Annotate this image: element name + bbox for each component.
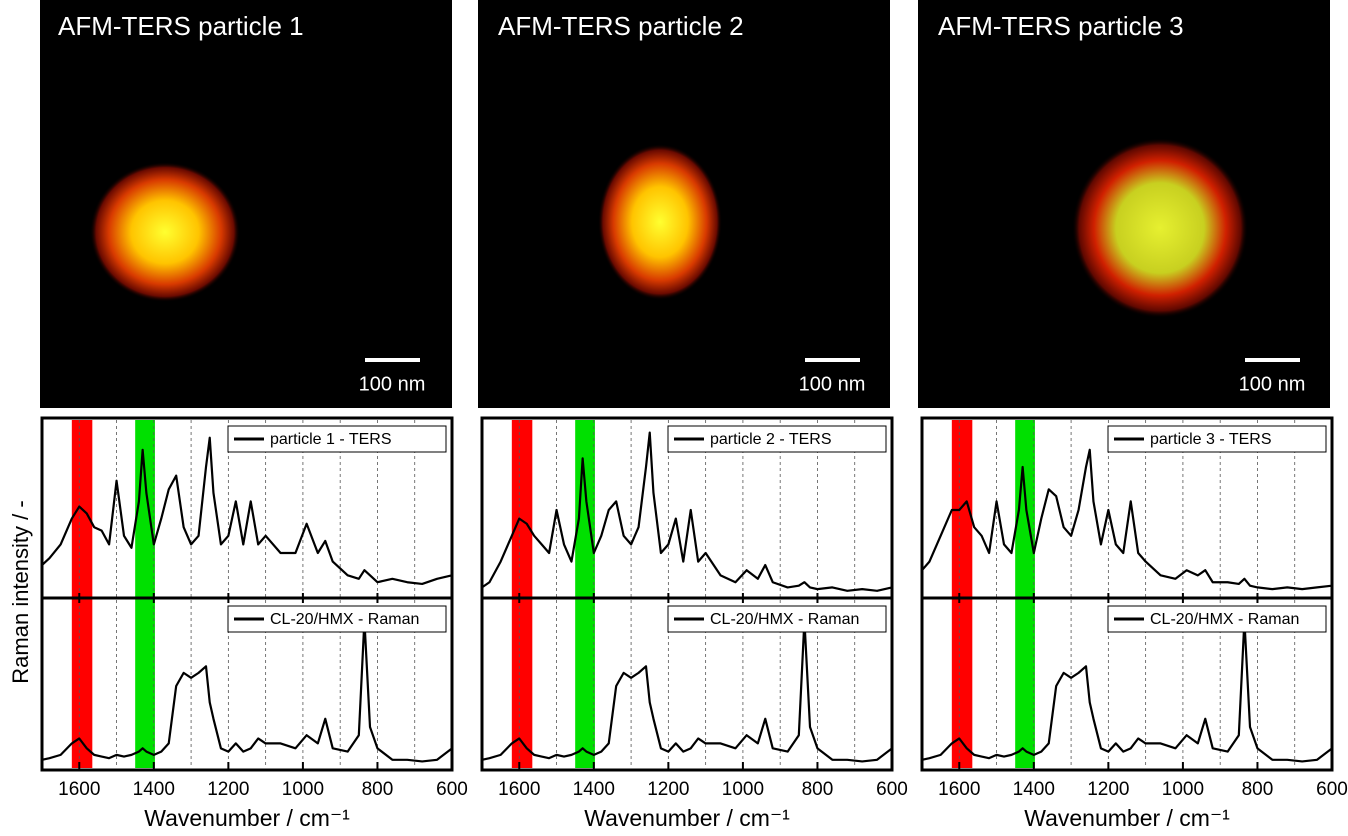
x-tick-label: 600 bbox=[876, 779, 908, 800]
scale-bar-label: 100 nm bbox=[1239, 373, 1306, 395]
plot-frame bbox=[40, 416, 454, 772]
legend-box bbox=[1107, 425, 1327, 453]
highlight-band bbox=[135, 420, 155, 768]
legend-label: CL-20/HMX - Raman bbox=[270, 611, 419, 628]
x-tick-label: 800 bbox=[1242, 779, 1274, 800]
x-axis-label: Wavenumber / cm⁻¹ bbox=[1024, 805, 1230, 831]
spectrum-line bbox=[921, 448, 1333, 591]
x-tick-label: 600 bbox=[436, 779, 468, 800]
x-tick-label: 800 bbox=[802, 779, 834, 800]
highlight-band bbox=[511, 420, 533, 768]
x-axis-label: Wavenumber / cm⁻¹ bbox=[144, 805, 350, 831]
legend-box bbox=[667, 425, 887, 453]
particle-blob bbox=[1072, 138, 1248, 318]
plot-frame bbox=[920, 416, 1334, 772]
legend-label: CL-20/HMX - Raman bbox=[710, 611, 859, 628]
spectrum-line bbox=[921, 619, 1333, 763]
x-tick-label: 1600 bbox=[58, 779, 100, 800]
spectrum-line bbox=[41, 436, 453, 586]
legend-label: particle 2 - TERS bbox=[710, 431, 832, 448]
highlight-band bbox=[575, 420, 595, 768]
legend-box bbox=[227, 425, 447, 453]
legend-label: CL-20/HMX - Raman bbox=[1150, 611, 1299, 628]
legend-box bbox=[667, 605, 887, 633]
particle-blob bbox=[90, 162, 240, 302]
plot-frame bbox=[480, 416, 894, 772]
x-tick-label: 1600 bbox=[498, 779, 540, 800]
x-tick-label: 1400 bbox=[1013, 779, 1055, 800]
y-axis-label: Raman intensity / - bbox=[8, 500, 33, 683]
legend-label: particle 1 - TERS bbox=[270, 431, 392, 448]
x-tick-label: 600 bbox=[1316, 779, 1348, 800]
scale-bar-label: 100 nm bbox=[799, 373, 866, 395]
highlight-band bbox=[71, 420, 93, 768]
x-tick-label: 1000 bbox=[722, 779, 764, 800]
x-tick-label: 1400 bbox=[573, 779, 615, 800]
x-axis-label: Wavenumber / cm⁻¹ bbox=[584, 805, 790, 831]
particle-blob bbox=[598, 144, 722, 300]
x-tick-label: 1600 bbox=[938, 779, 980, 800]
image-title: AFM-TERS particle 2 bbox=[498, 11, 744, 41]
highlight-band bbox=[951, 420, 973, 768]
image-title: AFM-TERS particle 1 bbox=[58, 11, 304, 41]
x-tick-label: 800 bbox=[362, 779, 394, 800]
spectrum-line bbox=[481, 431, 893, 592]
scale-bar-label: 100 nm bbox=[359, 373, 426, 395]
x-tick-label: 1000 bbox=[1162, 779, 1204, 800]
highlight-band bbox=[1015, 420, 1035, 768]
x-tick-label: 1200 bbox=[207, 779, 249, 800]
x-tick-label: 1400 bbox=[133, 779, 175, 800]
x-tick-label: 1000 bbox=[282, 779, 324, 800]
x-tick-label: 1200 bbox=[1087, 779, 1129, 800]
spectrum-line bbox=[481, 619, 893, 763]
x-tick-label: 1200 bbox=[647, 779, 689, 800]
legend-box bbox=[227, 605, 447, 633]
spectrum-line bbox=[41, 619, 453, 763]
legend-label: particle 3 - TERS bbox=[1150, 431, 1272, 448]
legend-box bbox=[1107, 605, 1327, 633]
image-title: AFM-TERS particle 3 bbox=[938, 11, 1184, 41]
